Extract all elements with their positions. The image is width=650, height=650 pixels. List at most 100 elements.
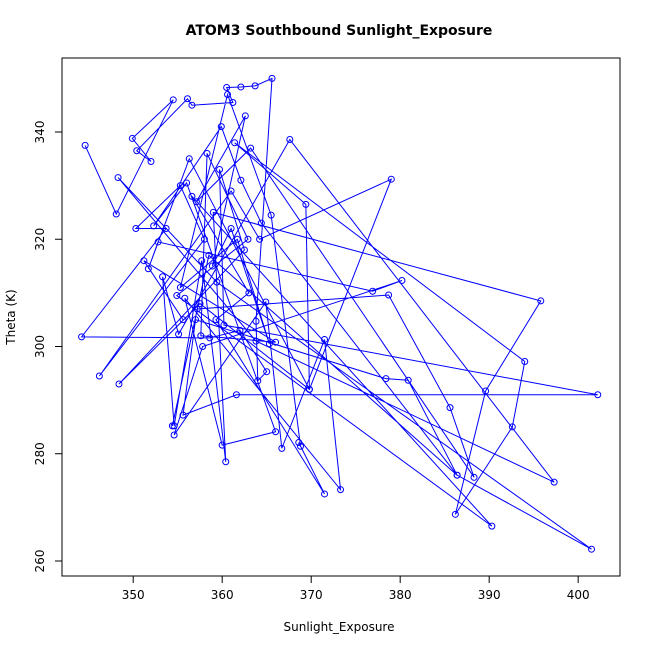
data-point [193,305,201,313]
data-point [256,235,264,243]
data-point [199,342,207,350]
data-point [191,316,199,324]
data-point [140,257,148,265]
data-point [232,391,240,399]
data-point [321,336,329,344]
plot-frame [61,57,621,577]
data-point [482,387,490,395]
x-tick-label: 370 [300,588,323,602]
data-point [252,317,260,325]
data-point [192,198,200,206]
data-point [305,385,313,393]
data-point [247,144,255,152]
data-point [321,490,329,498]
data-point [398,277,406,285]
data-point [588,545,596,553]
data-point [81,141,89,149]
data-point [208,262,216,270]
chart-title: ATOM3 Southbound Sunlight_Exposure [186,23,493,39]
y-tick-label: 260 [33,550,47,573]
data-point [337,486,345,494]
data-point [240,246,248,254]
data-point [224,90,232,98]
data-point [128,134,136,142]
data-point [154,238,162,246]
data-point [470,473,478,481]
data-point [241,112,249,120]
data-point [175,330,183,338]
data-point [212,316,220,324]
data-point [237,176,245,184]
data-point [188,192,196,200]
data-point [170,431,178,439]
data-point [95,372,103,380]
data-point [209,208,217,216]
data-line [80,77,598,550]
data-point [169,96,177,104]
data-point [217,123,225,131]
data-point [227,187,235,195]
data-point [254,377,262,385]
data-point [453,471,461,479]
data-point [237,83,245,91]
data-point [537,297,545,305]
data-point [369,287,377,295]
data-point [176,284,184,292]
data-point [286,136,294,144]
data-point [150,222,158,230]
data-point [213,278,221,286]
data-point [203,149,211,157]
data-point [302,200,310,208]
data-point [112,210,120,218]
data-point [183,95,191,103]
data-point [176,182,184,190]
data-point [162,225,170,233]
x-axis-label: Sunlight_Exposure [284,620,395,634]
y-tick-label: 320 [33,228,47,251]
data-point [227,225,235,233]
data-point [252,337,260,345]
x-tick-label: 350 [122,588,145,602]
data-point [265,340,273,348]
data-point [272,428,280,436]
data-point [216,166,224,174]
data-point [521,358,529,366]
data-point [179,411,187,419]
data-point [223,83,231,91]
data-point [508,423,516,431]
data-point [594,391,602,399]
data-point [262,298,270,306]
data-point [385,291,393,299]
data-point [295,438,303,446]
data-point [198,257,206,265]
data-point [488,522,496,530]
data-point [133,147,141,155]
data-point [245,289,253,297]
data-point [263,368,271,376]
data-point [132,225,140,233]
y-tick-label: 300 [33,335,47,358]
data-point [114,174,122,182]
data-point [233,235,241,243]
data-point [147,157,155,165]
data-point [115,380,123,388]
y-axis-label: Theta (K) [4,289,18,345]
data-point [78,333,86,341]
data-point [244,235,252,243]
data-point [382,375,390,383]
data-point [229,99,237,107]
data-point [200,235,208,243]
data-point [144,265,152,273]
data-point [185,155,193,163]
data-point [220,321,228,329]
data-point [446,404,454,412]
data-point [159,273,167,281]
data-point [181,294,189,302]
data-point [218,441,226,449]
data-point [179,316,187,324]
data-point [404,376,412,384]
data-point [267,211,275,219]
data-point [196,300,204,308]
